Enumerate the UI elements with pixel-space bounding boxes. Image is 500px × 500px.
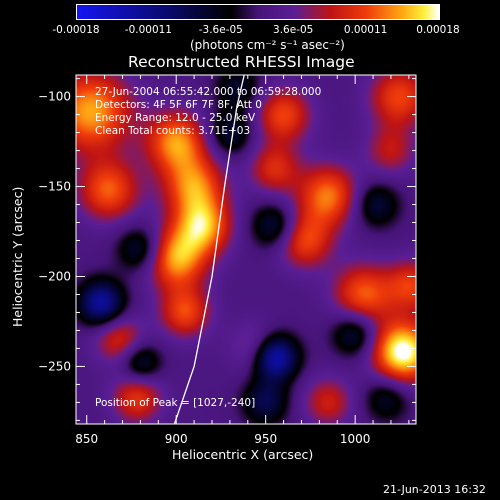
annotation-counts: Clean Total counts: 3.71E+03: [95, 125, 251, 137]
tick-label: 950: [254, 432, 277, 446]
x-axis-label: Heliocentric X (arcsec): [172, 447, 314, 462]
tick-label: 850: [75, 432, 98, 446]
y-axis-label: Heliocentric Y (arcsec): [10, 186, 25, 327]
colorbar-tick-label: -0.00011: [124, 24, 172, 36]
annotation-time-range: 27-Jun-2004 06:55:42.000 to 06:59:28.000: [95, 86, 322, 98]
axis-ticks: 850 900 950 1000 −100 −150 −200 −250: [38, 75, 416, 446]
colorbar-tick-label: -0.00018: [52, 24, 100, 36]
peak-position-label: Position of Peak = [1027,-240]: [95, 397, 256, 409]
tick-label: 1000: [340, 432, 371, 446]
colorbar-unit-label: (photons cm⁻² s⁻¹ asec⁻²): [190, 38, 345, 52]
colorbar: [76, 4, 440, 20]
tick-label: −100: [38, 90, 71, 104]
tick-label: −150: [38, 180, 71, 194]
annotation-detectors: Detectors: 4F 5F 6F 7F 8F, Att 0: [95, 99, 262, 111]
tick-label: −250: [38, 359, 71, 373]
colorbar-tick-label: 0.00011: [343, 24, 388, 36]
timestamp: 21-Jun-2013 16:32: [383, 483, 486, 496]
solar-limb-curve: [173, 74, 245, 425]
colorbar-tick-label: -3.6e-05: [198, 24, 243, 36]
colorbar-tick-label: 0.00018: [416, 24, 460, 36]
tick-label: −200: [38, 269, 71, 283]
annotation-energy-range: Energy Range: 12.0 - 25.0 keV: [95, 112, 256, 124]
plot-frame: [75, 74, 417, 425]
annotation-block: 27-Jun-2004 06:55:42.000 to 06:59:28.000…: [95, 86, 321, 138]
tick-label: 900: [165, 432, 188, 446]
heatmap-image: [76, 75, 416, 424]
chart-title: Reconstructed RHESSI Image: [128, 53, 355, 71]
colorbar-tick-label: 3.6e-05: [273, 24, 314, 36]
